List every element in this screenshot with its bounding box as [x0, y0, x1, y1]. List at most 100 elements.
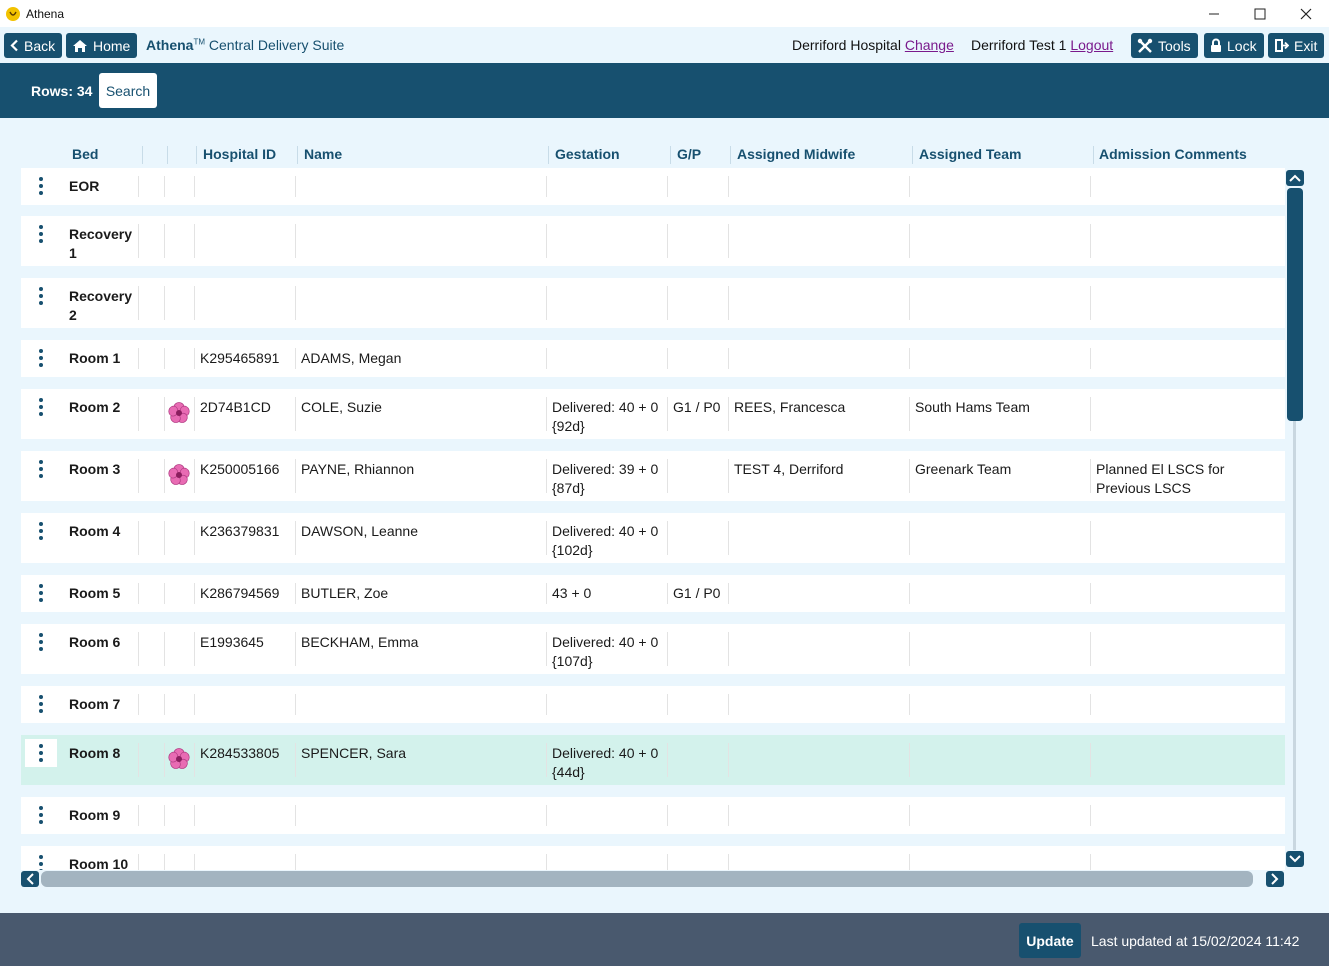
column-header-gestation[interactable]: Gestation	[555, 146, 620, 162]
cell-divider	[295, 632, 296, 666]
column-header-hospital-id[interactable]: Hospital ID	[203, 146, 277, 162]
horizontal-scrollbar[interactable]	[21, 870, 1285, 888]
column-header-assigned-team[interactable]: Assigned Team	[919, 146, 1022, 162]
cell-divider	[909, 805, 910, 826]
vertical-scrollbar[interactable]	[1286, 170, 1304, 868]
cell-divider	[194, 224, 195, 258]
table-row[interactable]: Recovery 2	[21, 278, 1285, 328]
cell-divider	[1090, 397, 1091, 431]
table-row[interactable]: Room 4 K236379831 DAWSON, Leanne Delivered:…	[21, 513, 1285, 563]
update-button[interactable]: Update	[1019, 923, 1081, 958]
table-row[interactable]: Room 7	[21, 686, 1285, 723]
column-divider[interactable]	[142, 146, 143, 164]
name-cell	[301, 216, 541, 266]
row-menu-button[interactable]	[25, 220, 57, 248]
table-row[interactable]: Room 9	[21, 797, 1285, 834]
cell-divider	[138, 743, 139, 777]
scroll-left-button[interactable]	[21, 871, 39, 887]
cell-divider	[728, 224, 729, 258]
column-divider[interactable]	[1093, 146, 1094, 164]
logout-link[interactable]: Logout	[1070, 37, 1114, 53]
cell-divider	[194, 397, 195, 431]
table-row[interactable]: Room 2 2D74B1CD COLE, Suzie Delivered: 40 +…	[21, 389, 1285, 439]
cell-divider	[295, 176, 296, 197]
row-menu-button[interactable]	[25, 628, 57, 656]
column-divider[interactable]	[912, 146, 913, 164]
back-button[interactable]: Back	[4, 33, 63, 58]
assigned-team-cell	[915, 513, 1087, 563]
row-menu-button[interactable]	[25, 690, 57, 718]
flower-icon	[168, 748, 190, 769]
scroll-right-button[interactable]	[1266, 871, 1284, 887]
cell-divider	[194, 694, 195, 715]
cell-divider	[164, 694, 165, 715]
minimize-button[interactable]	[1191, 0, 1237, 27]
row-menu-button[interactable]	[25, 801, 57, 829]
cell-divider	[1090, 583, 1091, 604]
table-row[interactable]: EOR	[21, 168, 1285, 205]
row-menu-button[interactable]	[25, 282, 57, 310]
cell-divider	[546, 583, 547, 604]
row-menu-button[interactable]	[25, 344, 57, 372]
lock-button[interactable]: Lock	[1204, 33, 1264, 58]
change-hospital-link[interactable]: Change	[904, 37, 954, 53]
column-header-name[interactable]: Name	[304, 146, 343, 162]
table-row[interactable]: Recovery 1	[21, 216, 1285, 266]
scroll-up-button[interactable]	[1286, 170, 1304, 186]
table-row[interactable]: Room 10	[21, 846, 1285, 870]
name-cell	[301, 168, 541, 205]
gestation-cell	[552, 797, 664, 834]
table-row[interactable]: Room 3 K250005166 PAYNE, Rhiannon Delivered…	[21, 451, 1285, 501]
name-cell	[301, 797, 541, 834]
gp-cell: G1 / P0	[673, 399, 721, 415]
column-divider[interactable]	[670, 146, 671, 164]
assigned-midwife-cell	[734, 735, 906, 785]
row-menu-button[interactable]	[25, 850, 57, 870]
table-row[interactable]: Room 1 K295465891 ADAMS, Megan	[21, 340, 1285, 377]
row-menu-button[interactable]	[25, 739, 57, 767]
table-row[interactable]: Room 6 E1993645 BECKHAM, Emma Delivered: 40…	[21, 624, 1285, 674]
column-header-assigned-midwife[interactable]: Assigned Midwife	[737, 146, 856, 162]
scrollbar-track[interactable]	[1293, 188, 1296, 850]
cell-divider	[194, 583, 195, 604]
kebab-dot-icon	[39, 287, 43, 291]
scroll-down-button[interactable]	[1286, 851, 1304, 867]
table-row[interactable]: Room 8 K284533805 SPENCER, Sara Delivered: …	[21, 735, 1285, 785]
cell-divider	[295, 521, 296, 555]
scrollbar-thumb[interactable]	[1287, 188, 1303, 421]
cell-divider	[164, 805, 165, 826]
row-menu-button[interactable]	[25, 455, 57, 483]
row-menu-button[interactable]	[25, 579, 57, 607]
column-header-admission-comments[interactable]: Admission Comments	[1099, 146, 1247, 162]
cell-divider	[138, 854, 139, 870]
kebab-dot-icon	[39, 232, 43, 236]
row-menu-button[interactable]	[25, 393, 57, 421]
cell-divider	[667, 224, 668, 258]
exit-button[interactable]: Exit	[1268, 33, 1325, 58]
home-button[interactable]: Home	[66, 33, 138, 58]
cell-divider	[138, 632, 139, 666]
tools-button[interactable]: Tools	[1131, 33, 1198, 58]
column-header-bed[interactable]: Bed	[72, 146, 99, 162]
column-divider[interactable]	[196, 146, 197, 164]
cell-divider	[667, 348, 668, 369]
table-row[interactable]: Room 5 K286794569 BUTLER, Zoe 43 + 0 G1 / P0	[21, 575, 1285, 612]
assigned-team-cell	[915, 168, 1087, 205]
column-divider[interactable]	[297, 146, 298, 164]
maximize-button[interactable]	[1237, 0, 1283, 27]
row-menu-button[interactable]	[25, 517, 57, 545]
cell-divider	[909, 176, 910, 197]
scrollbar-thumb[interactable]	[41, 871, 1253, 887]
gp-cell	[673, 846, 725, 870]
name-cell: BECKHAM, Emma	[301, 634, 419, 650]
hospital-info: Derriford Hospital Change	[792, 37, 954, 53]
column-divider[interactable]	[730, 146, 731, 164]
close-window-button[interactable]	[1283, 0, 1329, 27]
search-button[interactable]: Search	[99, 73, 157, 108]
column-divider[interactable]	[167, 146, 168, 164]
row-menu-button[interactable]	[25, 172, 57, 200]
column-divider[interactable]	[548, 146, 549, 164]
column-header-gp[interactable]: G/P	[677, 146, 702, 162]
home-label: Home	[93, 37, 131, 54]
cell-divider	[164, 854, 165, 870]
